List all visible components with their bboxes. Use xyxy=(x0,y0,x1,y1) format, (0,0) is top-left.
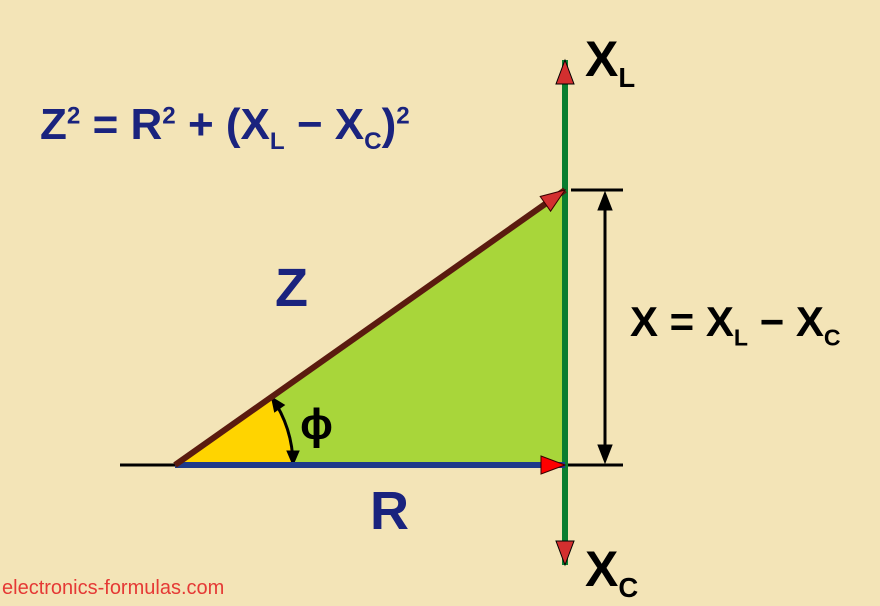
label-xc: XC xyxy=(585,540,638,604)
label-z: Z xyxy=(275,257,308,319)
diagram-canvas: Z2 = R2 + (XL − XC)2 Z ϕ R XL XC X = XL … xyxy=(0,0,880,606)
label-x-equation: X = XL − XC xyxy=(630,298,841,351)
label-xl: XL xyxy=(585,30,635,94)
label-phi: ϕ xyxy=(300,400,333,450)
formula-impedance: Z2 = R2 + (XL − XC)2 xyxy=(40,100,410,156)
attribution-text: electronics-formulas.com xyxy=(2,577,224,600)
label-r: R xyxy=(370,480,409,542)
